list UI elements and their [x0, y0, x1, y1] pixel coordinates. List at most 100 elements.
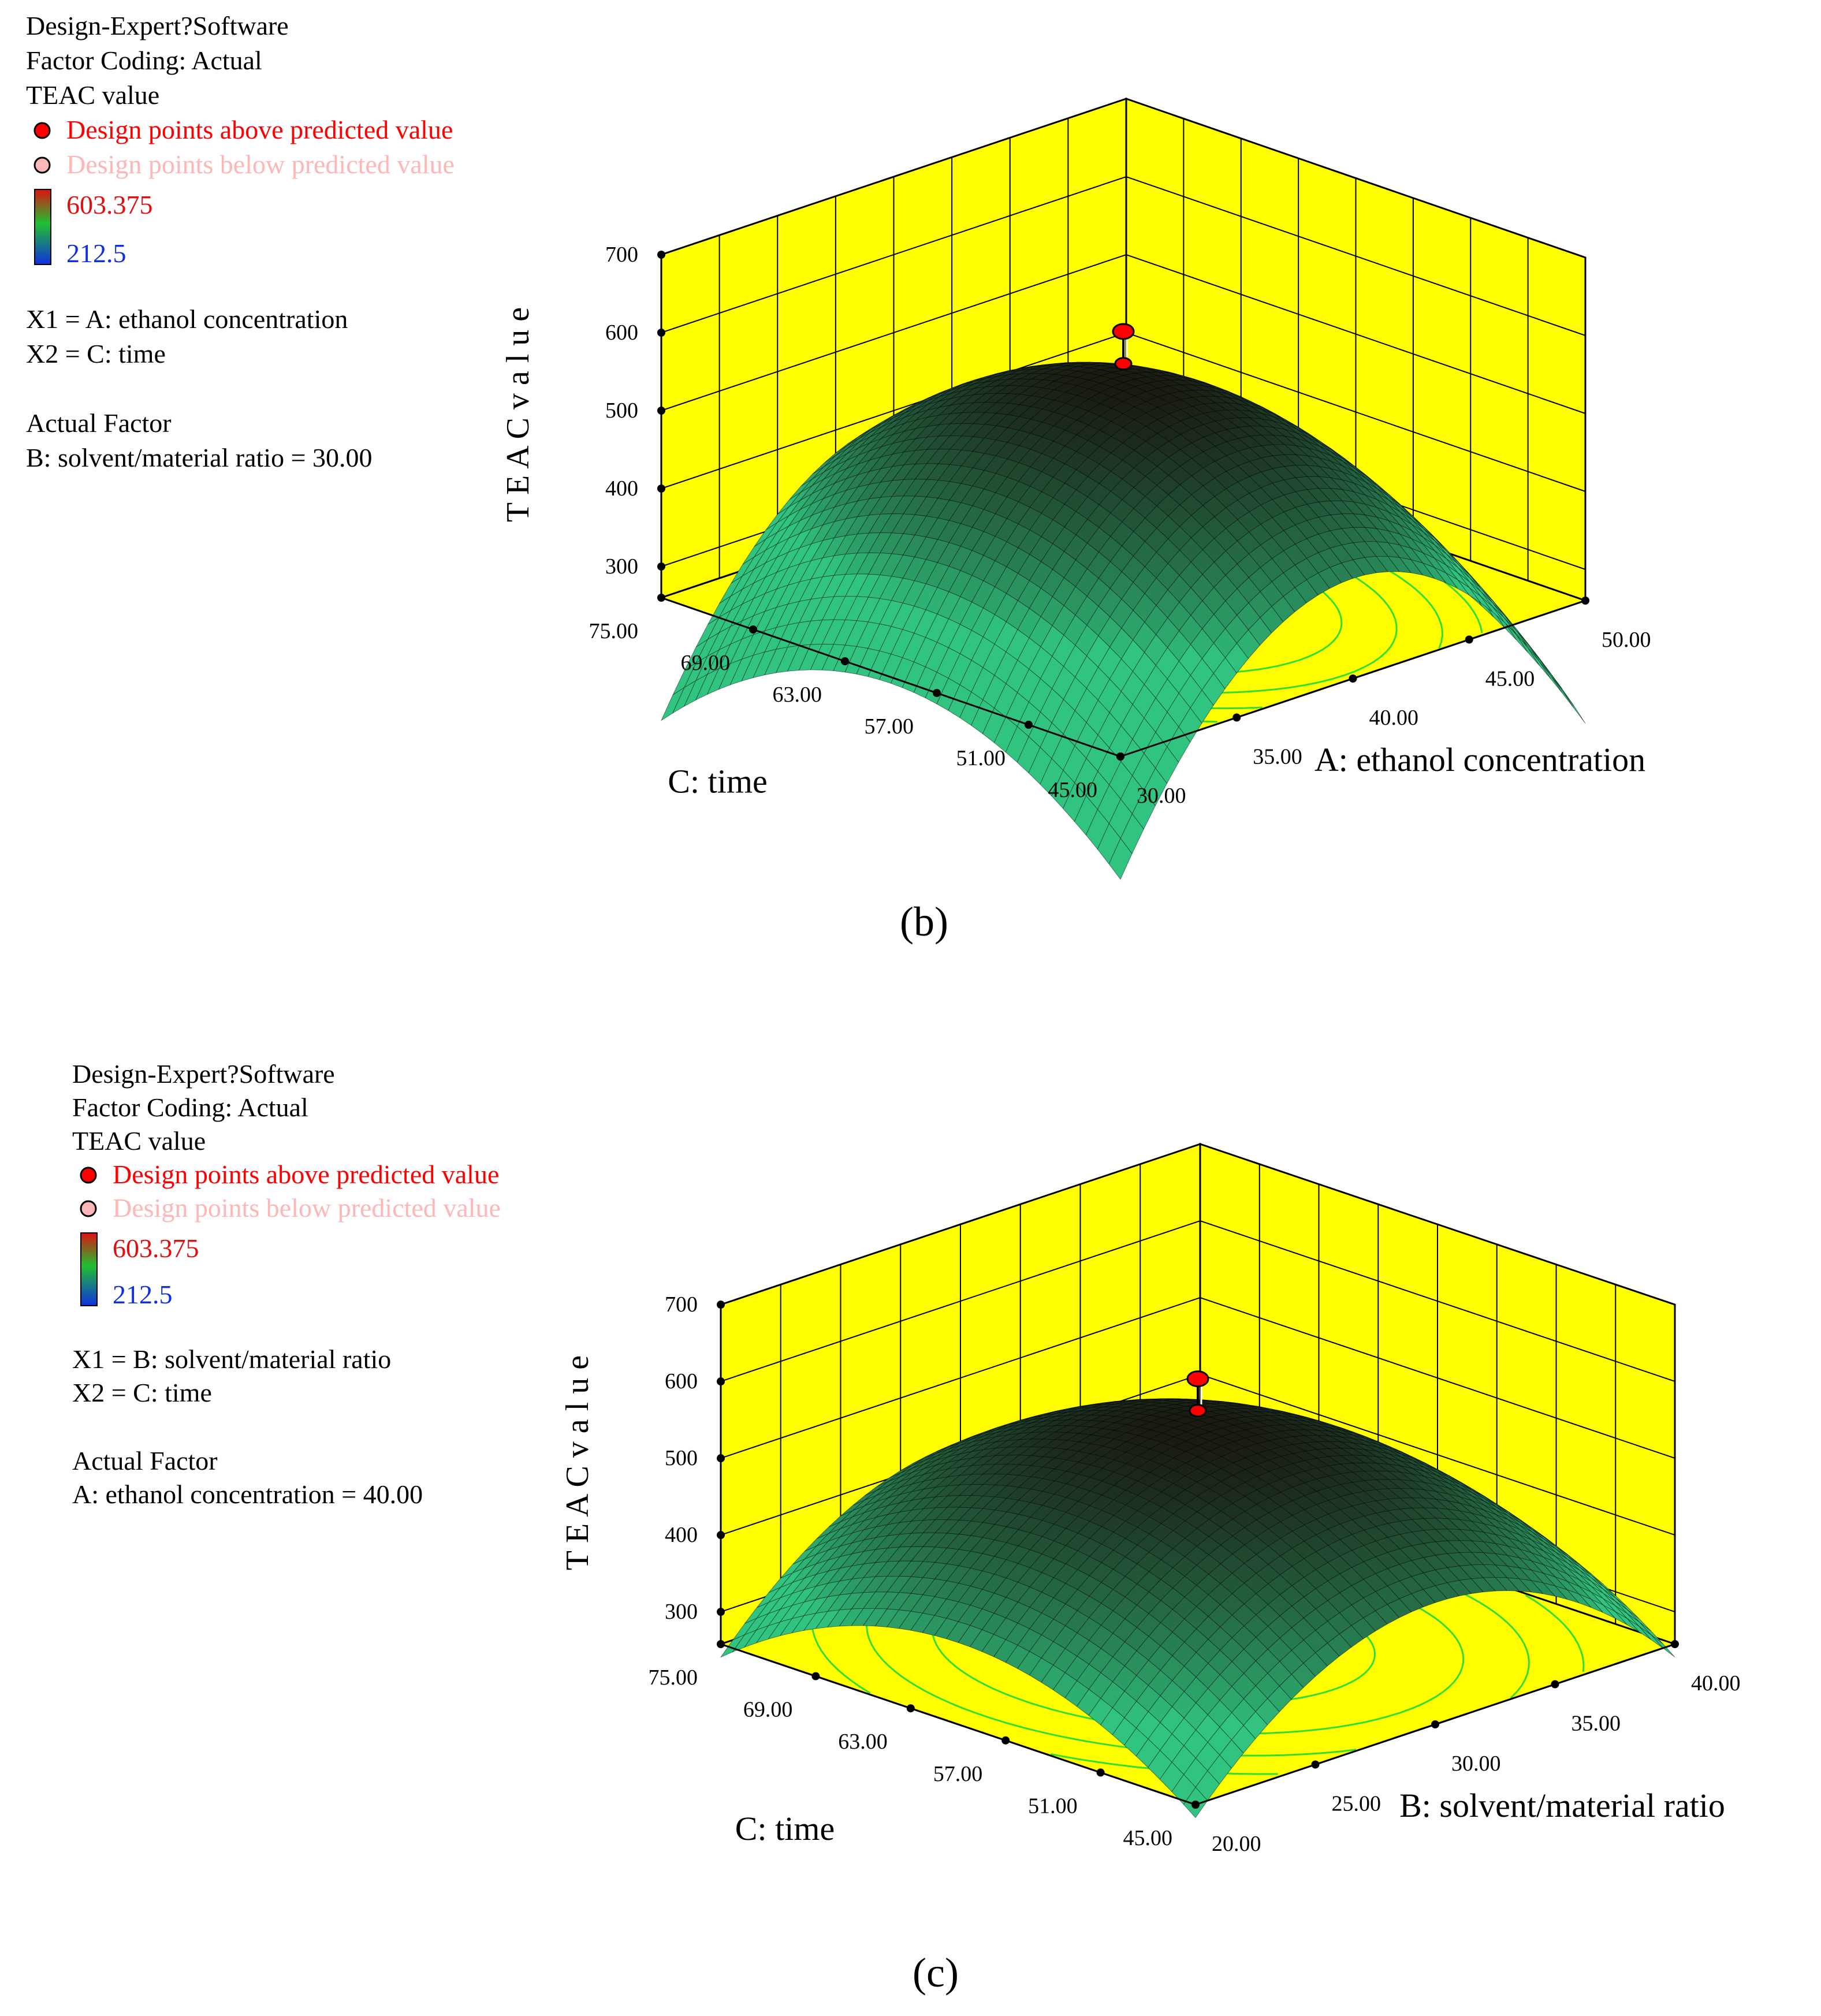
x-tick-label: 35.00 [1253, 745, 1302, 769]
z-tick-mark [657, 251, 665, 259]
legend-below-text: Design points below predicted value [113, 1193, 501, 1223]
x-tick-label: 50.00 [1602, 628, 1651, 652]
x-tick-mark [1581, 597, 1589, 605]
legend-actual-factor: A: ethanol concentration = 40.00 [72, 1480, 423, 1509]
legend-coding: Factor Coding: Actual [72, 1093, 308, 1122]
grid-line [661, 254, 1586, 414]
z-tick-mark [717, 1531, 725, 1540]
y-tick-mark [811, 1672, 820, 1680]
legend-max-label: 603.375 [66, 190, 153, 219]
legend-coding: Factor Coding: Actual [26, 46, 262, 75]
z-tick-label: 600 [605, 321, 638, 345]
legend: Design-Expert?Software Factor Coding: Act… [72, 1059, 501, 1509]
legend-below-marker [80, 1200, 97, 1217]
legend-x2: X2 = C: time [26, 339, 166, 368]
x-tick-mark [1465, 635, 1473, 644]
legend-software: Design-Expert?Software [72, 1059, 335, 1089]
design-point-above-marker [1112, 323, 1135, 340]
y-axis-line [661, 597, 1121, 758]
z-tick-mark [657, 329, 665, 337]
y-tick-label: 75.00 [589, 619, 639, 643]
x-tick-label: 35.00 [1572, 1712, 1621, 1736]
x-tick-label: 40.00 [1691, 1671, 1741, 1695]
z-tick-label: 400 [605, 476, 638, 501]
x-tick-label: 30.00 [1137, 784, 1186, 808]
legend-below-marker [33, 156, 51, 174]
grid-line [661, 176, 1586, 336]
z-tick-mark [657, 485, 665, 493]
z-tick-mark [717, 1300, 725, 1309]
x-tick-mark [1311, 1760, 1320, 1769]
y-tick-label: 57.00 [933, 1762, 983, 1786]
panel-caption: (c) [913, 1950, 959, 1996]
y-tick-mark [1116, 752, 1124, 761]
x-axis-title: A: ethanol concentration [1314, 741, 1645, 778]
legend-software: Design-Expert?Software [26, 11, 289, 40]
legend-actual-factor-title: Actual Factor [72, 1446, 218, 1475]
x-tick-mark [1349, 675, 1357, 683]
z-tick-label: 300 [665, 1600, 698, 1624]
y-tick-mark [1096, 1768, 1105, 1777]
y-tick-label: 75.00 [649, 1665, 698, 1690]
z-tick-mark [657, 562, 665, 571]
z-tick-mark [717, 1377, 725, 1386]
y-tick-mark [1191, 1801, 1200, 1809]
surface-plot-b: 300 400 500 600 700 T E A C v a l u e 30.00 35.… [26, 11, 1651, 945]
z-axis-title: T E A C v a l u e [500, 307, 536, 522]
legend-color-bar [80, 1232, 98, 1306]
legend-x2: X2 = C: time [72, 1378, 212, 1407]
y-tick-label: 69.00 [743, 1698, 793, 1722]
y-tick-label: 51.00 [1028, 1794, 1078, 1818]
design-point-above-marker [1186, 1370, 1209, 1388]
predicted-point-marker [1189, 1404, 1207, 1418]
x-tick-label: 20.00 [1212, 1832, 1261, 1856]
y-tick-mark [657, 594, 665, 602]
x-tick-mark [1551, 1680, 1559, 1689]
y-tick-label: 45.00 [1048, 778, 1098, 802]
predicted-point-marker [1114, 357, 1133, 371]
surface-mesh [720, 1398, 1675, 1819]
grid-line [720, 1297, 1675, 1459]
y-axis-line [720, 1643, 1196, 1806]
legend-response: TEAC value [26, 80, 159, 110]
legend-above-marker [80, 1167, 97, 1184]
legend-above-text: Design points above predicted value [113, 1160, 499, 1189]
z-axis-title: T E A C v a l u e [560, 1355, 595, 1570]
plot-group: 300 400 500 600 700 T E A C v a l u e 30.00 35.… [500, 97, 1651, 880]
z-tick-label: 500 [605, 398, 638, 423]
legend-max-label: 603.375 [113, 1234, 199, 1263]
z-tick-mark [717, 1608, 725, 1616]
legend-actual-factor: B: solvent/material ratio = 30.00 [26, 443, 373, 472]
y-tick-mark [841, 657, 849, 665]
y-tick-mark [933, 689, 941, 697]
x-tick-label: 30.00 [1451, 1752, 1501, 1776]
y-axis-title: C: time [735, 1810, 835, 1847]
surface-facet [1108, 837, 1133, 880]
z-tick-label: 700 [605, 243, 638, 267]
y-tick-label: 69.00 [681, 651, 731, 675]
z-tick-mark [717, 1454, 725, 1463]
z-tick-mark [657, 407, 665, 415]
plot-group: 300 400 500 600 700 T E A C v a l u e 20.00 25.… [560, 1143, 1741, 1856]
contour-line [811, 1616, 871, 1694]
legend-min-label: 212.5 [66, 239, 126, 268]
x-tick-mark [1671, 1640, 1679, 1648]
legend-above-text: Design points above predicted value [66, 115, 453, 144]
surface-facet [1539, 661, 1563, 694]
y-tick-mark [906, 1704, 915, 1713]
legend-above-marker [33, 122, 51, 139]
grid-line [720, 1143, 1675, 1306]
legend-x1: X1 = A: ethanol concentration [26, 304, 348, 334]
y-axis-title: C: time [668, 763, 767, 800]
z-tick-label: 400 [665, 1523, 698, 1547]
x-tick-mark [1431, 1720, 1439, 1728]
y-tick-mark [1025, 721, 1033, 729]
y-tick-mark [1001, 1736, 1010, 1745]
surface-facet [1550, 675, 1574, 709]
x-axis-title: B: solvent/material ratio [1399, 1787, 1725, 1824]
x-tick-label: 45.00 [1485, 667, 1535, 691]
y-tick-label: 51.00 [956, 746, 1006, 770]
surface-plot-c: 300 400 500 600 700 T E A C v a l u e 20.00 25.… [72, 1059, 1741, 1996]
y-tick-mark [717, 1640, 725, 1648]
z-tick-label: 700 [665, 1292, 698, 1317]
